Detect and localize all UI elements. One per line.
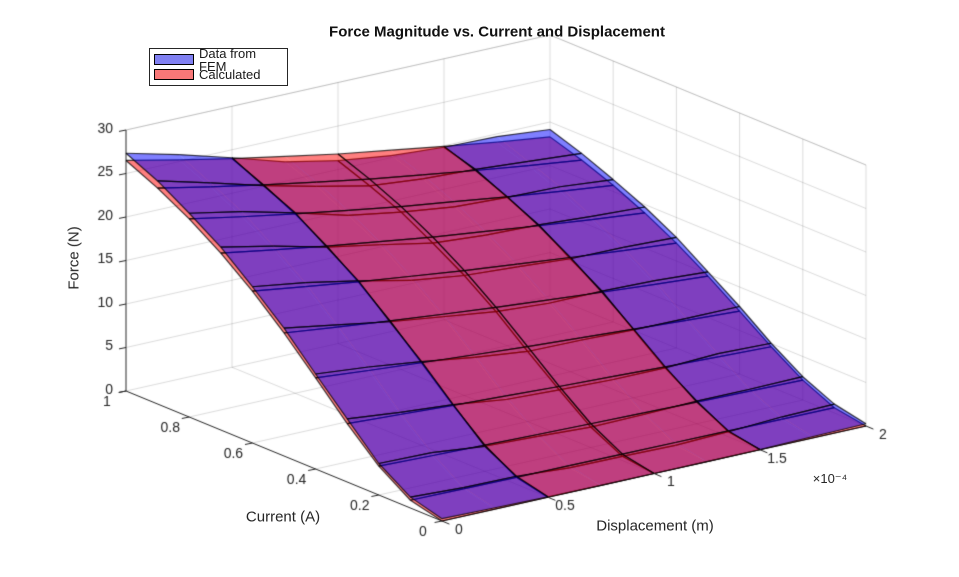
legend-item-fem: Data from FEM	[154, 47, 282, 73]
legend: Data from FEM Calculated	[149, 47, 288, 86]
x-axis-label: Displacement (m)	[596, 517, 714, 535]
z-axis-label: Force (N)	[65, 226, 83, 290]
x-axis-multiplier: ×10⁻⁴	[812, 471, 848, 486]
plot-title: Force Magnitude vs. Current and Displace…	[329, 23, 665, 41]
legend-label-calculated: Calculated	[199, 67, 261, 82]
legend-label-fem: Data from FEM	[199, 45, 257, 74]
y-axis-label: Current (A)	[245, 508, 321, 526]
legend-swatch-calculated	[154, 69, 194, 80]
legend-item-calculated: Calculated	[154, 67, 282, 82]
legend-swatch-fem	[154, 54, 194, 65]
